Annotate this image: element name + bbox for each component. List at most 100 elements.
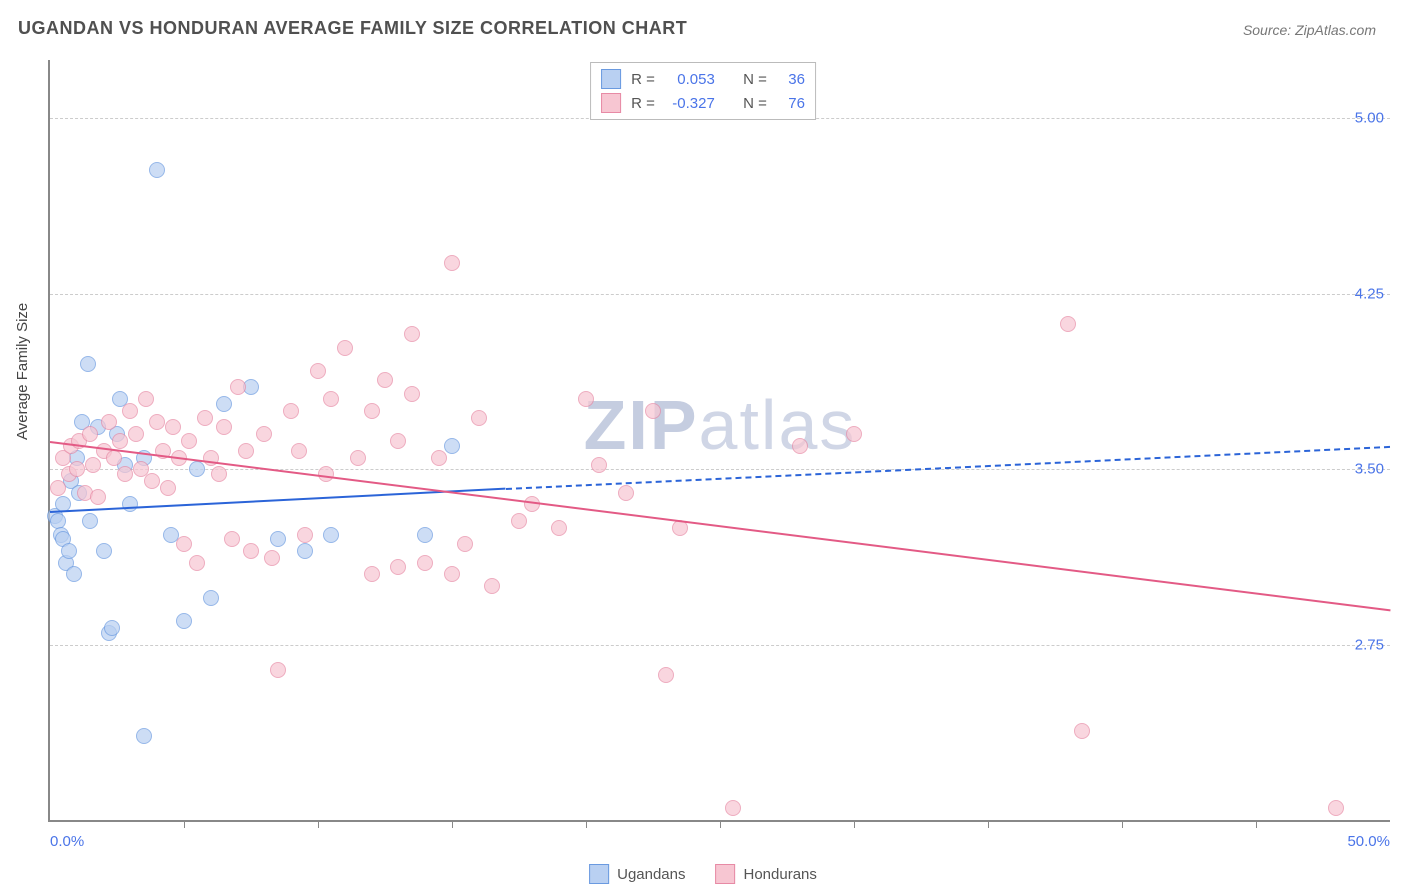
data-point — [136, 728, 152, 744]
data-point — [591, 457, 607, 473]
data-point — [377, 372, 393, 388]
data-point — [149, 162, 165, 178]
y-tick-label: 4.25 — [1355, 285, 1384, 302]
x-label-max: 50.0% — [1347, 833, 1390, 850]
data-point — [238, 443, 254, 459]
data-point — [471, 410, 487, 426]
source-credit: Source: ZipAtlas.com — [1243, 22, 1376, 38]
data-point — [82, 426, 98, 442]
data-point — [444, 255, 460, 271]
data-point — [106, 450, 122, 466]
stats-row: R =0.053 N =36 — [601, 67, 805, 91]
y-tick-label: 2.75 — [1355, 636, 1384, 653]
x-tick — [586, 820, 587, 828]
data-point — [230, 379, 246, 395]
data-point — [350, 450, 366, 466]
data-point — [323, 527, 339, 543]
data-point — [444, 566, 460, 582]
legend: UgandansHondurans — [589, 864, 817, 884]
data-point — [283, 403, 299, 419]
x-tick — [720, 820, 721, 828]
x-tick — [184, 820, 185, 828]
data-point — [176, 536, 192, 552]
data-point — [310, 363, 326, 379]
x-label-min: 0.0% — [50, 833, 84, 850]
data-point — [1060, 316, 1076, 332]
data-point — [66, 566, 82, 582]
legend-item: Ugandans — [589, 864, 685, 884]
data-point — [160, 480, 176, 496]
data-point — [80, 356, 96, 372]
swatch-icon — [601, 93, 621, 113]
data-point — [122, 496, 138, 512]
data-point — [181, 433, 197, 449]
data-point — [176, 613, 192, 629]
data-point — [484, 578, 500, 594]
data-point — [291, 443, 307, 459]
data-point — [297, 543, 313, 559]
data-point — [122, 403, 138, 419]
data-point — [364, 566, 380, 582]
data-point — [618, 485, 634, 501]
data-point — [511, 513, 527, 529]
y-tick-label: 3.50 — [1355, 461, 1384, 478]
data-point — [417, 555, 433, 571]
data-point — [390, 559, 406, 575]
x-tick — [452, 820, 453, 828]
data-point — [104, 620, 120, 636]
data-point — [1328, 800, 1344, 816]
data-point — [69, 461, 85, 477]
y-tick-label: 5.00 — [1355, 110, 1384, 127]
data-point — [101, 414, 117, 430]
trend-line — [50, 441, 1390, 611]
x-tick — [1256, 820, 1257, 828]
data-point — [337, 340, 353, 356]
x-tick — [988, 820, 989, 828]
swatch-icon — [601, 69, 621, 89]
data-point — [144, 473, 160, 489]
data-point — [270, 662, 286, 678]
data-point — [243, 543, 259, 559]
data-point — [318, 466, 334, 482]
data-point — [203, 590, 219, 606]
data-point — [256, 426, 272, 442]
data-point — [90, 489, 106, 505]
data-point — [224, 531, 240, 547]
data-point — [270, 531, 286, 547]
data-point — [85, 457, 101, 473]
data-point — [264, 550, 280, 566]
data-point — [128, 426, 144, 442]
data-point — [1074, 723, 1090, 739]
data-point — [457, 536, 473, 552]
x-tick — [854, 820, 855, 828]
data-point — [417, 527, 433, 543]
stats-row: R =-0.327 N =76 — [601, 91, 805, 115]
data-point — [138, 391, 154, 407]
chart-title: UGANDAN VS HONDURAN AVERAGE FAMILY SIZE … — [18, 18, 687, 39]
swatch-icon — [589, 864, 609, 884]
data-point — [216, 419, 232, 435]
data-point — [82, 513, 98, 529]
legend-label: Ugandans — [617, 866, 685, 883]
data-point — [792, 438, 808, 454]
gridline — [50, 645, 1390, 646]
data-point — [658, 667, 674, 683]
data-point — [323, 391, 339, 407]
data-point — [197, 410, 213, 426]
data-point — [189, 461, 205, 477]
swatch-icon — [716, 864, 736, 884]
data-point — [117, 466, 133, 482]
data-point — [390, 433, 406, 449]
data-point — [551, 520, 567, 536]
gridline — [50, 294, 1390, 295]
x-tick — [1122, 820, 1123, 828]
gridline — [50, 469, 1390, 470]
data-point — [431, 450, 447, 466]
trend-line — [506, 446, 1390, 490]
data-point — [211, 466, 227, 482]
data-point — [149, 414, 165, 430]
data-point — [846, 426, 862, 442]
data-point — [444, 438, 460, 454]
y-axis-title: Average Family Size — [14, 303, 31, 440]
data-point — [364, 403, 380, 419]
